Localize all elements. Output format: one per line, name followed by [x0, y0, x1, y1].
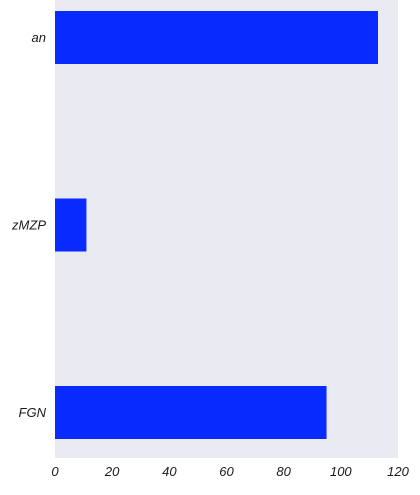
bars-group [55, 11, 378, 439]
plot-area [55, 0, 398, 458]
bar-zMZP [55, 198, 87, 252]
x-tick-label: 60 [219, 464, 234, 479]
y-tick-label: FGN [19, 405, 47, 420]
y-tick-label: zMZP [11, 218, 46, 233]
x-tick-label: 20 [104, 464, 120, 479]
x-axis-labels: 0 20 40 60 80 100 120 [51, 464, 409, 479]
x-tick-label: 120 [387, 464, 409, 479]
x-tick-label: 80 [276, 464, 291, 479]
bar-an [55, 11, 378, 64]
y-tick-label: an [32, 30, 46, 45]
x-tick-label: 0 [51, 464, 59, 479]
bar-FGN [55, 386, 327, 439]
x-tick-label: 100 [330, 464, 352, 479]
x-tick-label: 40 [162, 464, 177, 479]
y-axis-labels: an zMZP FGN [11, 30, 47, 420]
